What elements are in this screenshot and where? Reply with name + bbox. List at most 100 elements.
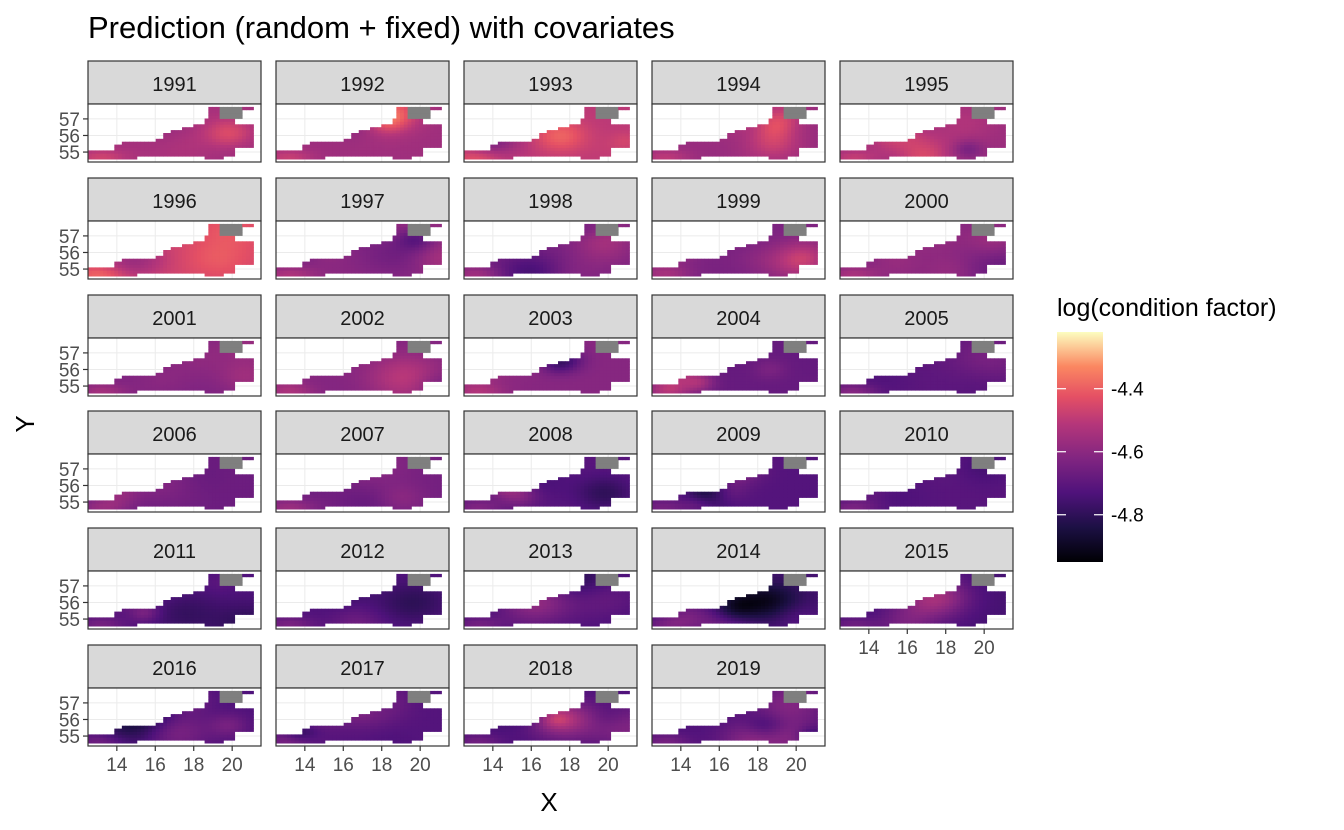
heatmap-cell <box>407 238 412 242</box>
heatmap-cell <box>437 141 442 145</box>
heatmap-cell <box>779 144 785 148</box>
heatmap-cell <box>388 387 393 391</box>
na-cell <box>407 223 412 228</box>
heatmap-cell <box>802 138 807 143</box>
heatmap-cell <box>986 261 991 265</box>
heatmap-cell <box>994 127 999 131</box>
heatmap-cell <box>918 138 924 143</box>
heatmap-cell <box>930 270 935 274</box>
heatmap-cell <box>215 229 221 233</box>
heatmap-cell <box>291 150 296 154</box>
heatmap-cell <box>223 369 228 374</box>
heatmap-cell <box>370 250 375 254</box>
heatmap-cell <box>783 135 788 140</box>
heatmap-cell <box>155 267 160 271</box>
heatmap-cell <box>396 112 401 116</box>
heatmap-cell <box>317 273 322 277</box>
heatmap-cell <box>531 150 536 154</box>
heatmap-cell <box>655 153 660 157</box>
heatmap-cell <box>370 247 375 251</box>
heatmap-cell <box>170 250 175 254</box>
heatmap-cell <box>497 150 503 154</box>
heatmap-cell <box>542 367 548 371</box>
heatmap-cell <box>542 369 548 374</box>
heatmap-cell <box>163 153 168 157</box>
heatmap-cell <box>757 258 762 262</box>
heatmap-cell <box>381 150 386 154</box>
heatmap-cell <box>813 144 818 148</box>
heatmap-cell <box>734 138 739 143</box>
na-cell <box>426 109 431 114</box>
heatmap-cell <box>588 244 593 248</box>
heatmap-cell <box>997 138 1003 143</box>
heatmap-cell <box>791 252 796 257</box>
heatmap-cell <box>373 150 378 154</box>
heatmap-cell <box>155 375 160 379</box>
heatmap-cell <box>189 133 194 137</box>
heatmap-cell <box>407 244 412 248</box>
heatmap-cell <box>212 156 217 160</box>
heatmap-cell <box>347 150 352 154</box>
heatmap-cell <box>321 261 326 265</box>
heatmap-cell <box>588 258 593 262</box>
heatmap-cell <box>317 381 322 385</box>
heatmap-cell <box>663 153 668 157</box>
heatmap-cell <box>215 378 221 382</box>
heatmap-cell <box>238 133 243 137</box>
heatmap-cell <box>208 264 213 268</box>
heatmap-cell <box>580 133 585 137</box>
heatmap-cell <box>426 369 431 374</box>
heatmap-cell <box>328 267 333 271</box>
heatmap-cell <box>407 156 412 160</box>
heatmap-cell <box>779 252 785 257</box>
heatmap-cell <box>776 264 781 268</box>
heatmap-cell <box>682 273 687 277</box>
heatmap-cell <box>354 150 360 154</box>
heatmap-cell <box>317 153 322 157</box>
heatmap-cell <box>979 264 984 268</box>
heatmap-cell <box>118 384 123 388</box>
heatmap-cell <box>170 135 175 140</box>
heatmap-cell <box>148 144 153 148</box>
heatmap-cell <box>403 112 409 116</box>
heatmap-cell <box>794 241 800 245</box>
heatmap-cell <box>982 130 988 134</box>
heatmap-cell <box>614 247 619 251</box>
heatmap-cell <box>332 264 337 268</box>
heatmap-cell <box>219 127 224 131</box>
heatmap-cell <box>674 150 679 154</box>
heatmap-cell <box>558 153 563 157</box>
heatmap-cell <box>994 124 999 128</box>
heatmap-cell <box>189 150 194 154</box>
heatmap-cell <box>618 258 623 262</box>
heatmap-cell <box>926 144 931 148</box>
heatmap-cell <box>215 109 221 114</box>
heatmap-cell <box>625 138 630 143</box>
heatmap-cell <box>558 264 563 268</box>
heatmap-cell <box>591 109 597 114</box>
heatmap-cell <box>370 264 375 268</box>
heatmap-cell <box>245 241 251 245</box>
heatmap-cell <box>757 141 762 145</box>
heatmap-cell <box>494 378 499 382</box>
heatmap-cell <box>542 153 548 157</box>
heatmap-cell <box>794 238 800 242</box>
heatmap-cell <box>738 252 743 257</box>
heatmap-cell <box>591 241 597 245</box>
heatmap-cell <box>580 264 585 268</box>
heatmap-cell <box>614 250 619 254</box>
heatmap-cell <box>599 118 604 122</box>
heatmap-cell <box>982 270 988 274</box>
heatmap-cell <box>313 156 318 160</box>
heatmap-cell <box>704 270 709 274</box>
heatmap-cell <box>189 369 194 374</box>
heatmap-cell <box>163 378 168 382</box>
heatmap-cell <box>569 127 574 131</box>
heatmap-cell <box>531 387 536 391</box>
heatmap-cell <box>381 375 386 379</box>
heatmap-cell <box>482 390 487 394</box>
heatmap-cell <box>182 367 187 371</box>
heatmap-cell <box>403 346 409 350</box>
heatmap-cell <box>418 358 424 362</box>
heatmap-cell <box>527 384 533 388</box>
